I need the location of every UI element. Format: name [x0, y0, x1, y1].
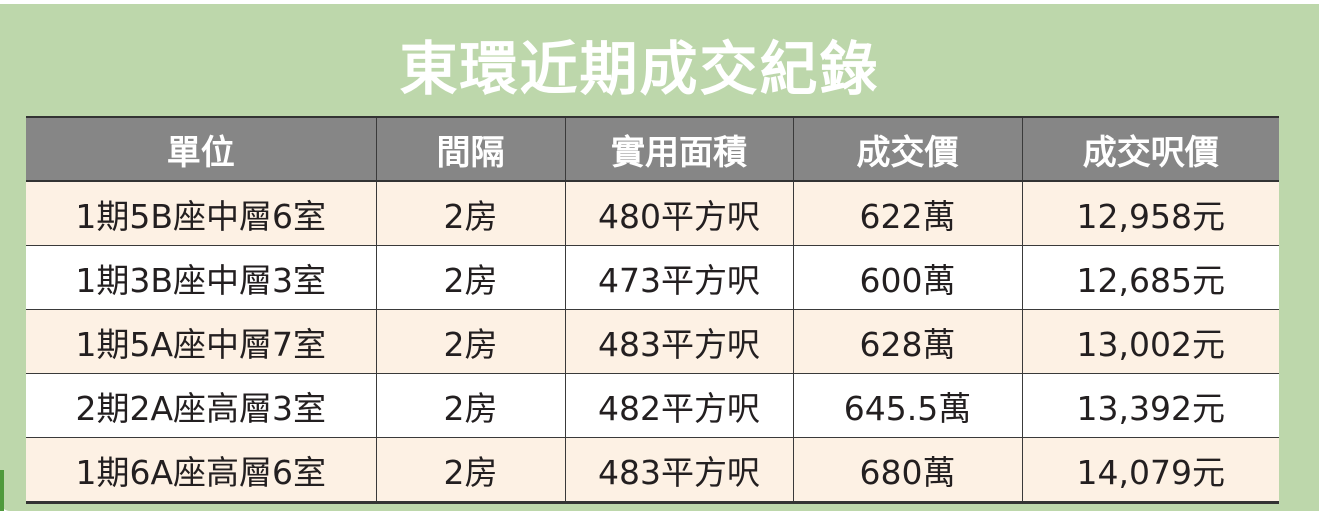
cell-price-per-sqft: 14,079元 [1021, 437, 1279, 504]
decorative-edge [0, 470, 4, 511]
cell-price: 628萬 [792, 309, 1023, 374]
cell-price: 600萬 [792, 245, 1023, 310]
cell-price-per-sqft: 12,685元 [1021, 245, 1279, 310]
cell-area: 482平方呎 [564, 373, 794, 438]
cell-layout: 2房 [375, 437, 566, 504]
table-header-row: 單位 間隔 實用面積 成交價 成交呎價 [26, 116, 1279, 182]
cell-unit: 1期3B座中層3室 [26, 245, 377, 310]
cell-layout: 2房 [375, 309, 566, 374]
cell-price: 645.5萬 [792, 373, 1023, 438]
cell-unit: 1期5B座中層6室 [26, 181, 377, 246]
cell-layout: 2房 [375, 245, 566, 310]
cell-price-per-sqft: 13,392元 [1021, 373, 1279, 438]
table-row: 1期6A座高層6室 2房 483平方呎 680萬 14,079元 [26, 437, 1279, 504]
table-row: 2期2A座高層3室 2房 482平方呎 645.5萬 13,392元 [26, 373, 1279, 438]
cell-price-per-sqft: 12,958元 [1021, 181, 1279, 246]
header-unit: 單位 [26, 116, 377, 182]
cell-area: 483平方呎 [564, 309, 794, 374]
page-title: 東環近期成交紀錄 [399, 35, 880, 103]
table-row: 1期5B座中層6室 2房 480平方呎 622萬 12,958元 [26, 181, 1279, 246]
transactions-table: 單位 間隔 實用面積 成交價 成交呎價 1期5B座中層6室 2房 480平方呎 622… [26, 116, 1279, 504]
header-layout: 間隔 [375, 116, 566, 182]
cell-unit: 1期5A座中層7室 [26, 309, 377, 374]
cell-area: 483平方呎 [564, 437, 794, 504]
cell-area: 480平方呎 [564, 181, 794, 246]
header-price: 成交價 [792, 116, 1023, 182]
cell-price: 680萬 [792, 437, 1023, 504]
table-row: 1期5A座中層7室 2房 483平方呎 628萬 13,002元 [26, 309, 1279, 374]
table-row: 1期3B座中層3室 2房 473平方呎 600萬 12,685元 [26, 245, 1279, 310]
cell-price-per-sqft: 13,002元 [1021, 309, 1279, 374]
header-area: 實用面積 [564, 116, 794, 182]
cell-price: 622萬 [792, 181, 1023, 246]
cell-unit: 2期2A座高層3室 [26, 373, 377, 438]
cell-unit: 1期6A座高層6室 [26, 437, 377, 504]
cell-layout: 2房 [375, 373, 566, 438]
header-price-per-sqft: 成交呎價 [1021, 116, 1279, 182]
cell-area: 473平方呎 [564, 245, 794, 310]
cell-layout: 2房 [375, 181, 566, 246]
